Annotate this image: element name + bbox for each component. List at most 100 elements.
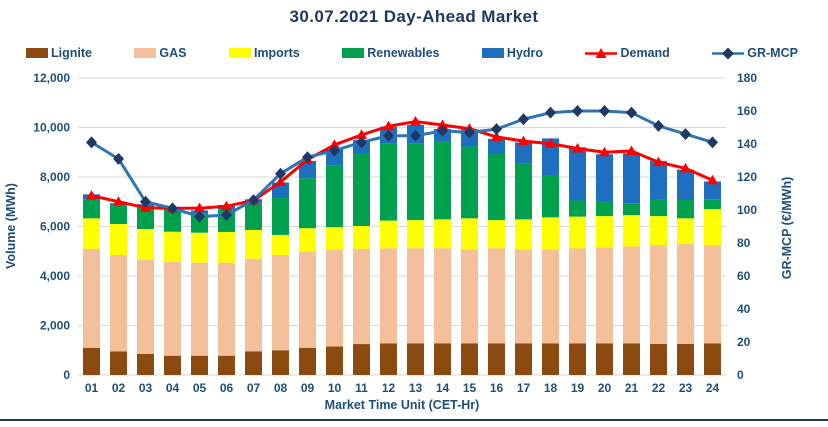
bar-segment-renewables (380, 143, 397, 221)
legend-item-lignite: Lignite (26, 46, 92, 60)
bar-segment-lignite (488, 343, 505, 375)
demand-marker (491, 131, 502, 141)
bar-segment-lignite (110, 351, 127, 375)
x-tick: 23 (679, 381, 693, 395)
legend-item-renewables: Renewables (342, 46, 439, 60)
legend-label: GR-MCP (747, 46, 798, 60)
bar-segment-hydro (623, 153, 640, 204)
gr-mcp-line (90, 109, 713, 219)
gr-mcp-marker (86, 136, 97, 149)
bar-segment-lignite (677, 343, 694, 375)
bar-segment-imports (569, 216, 586, 249)
gr-mcp-marker (464, 126, 475, 139)
bar-segment-lignite (326, 346, 343, 375)
bar-segment-renewables (326, 165, 343, 228)
y-left-tick: 8,000 (40, 170, 70, 184)
bar-segment-renewables (353, 152, 370, 227)
hydro-swatch-icon (481, 48, 504, 58)
bar-segment-imports (83, 218, 100, 249)
bar-segment-lignite (596, 343, 613, 375)
gr-mcp-marker (140, 195, 151, 208)
bar-segment-imports (515, 219, 532, 250)
bar-segment-renewables (488, 153, 505, 221)
x-axis-title: Market Time Unit (CET-Hr) (325, 398, 480, 412)
x-tick: 06 (220, 381, 234, 395)
demand-marker (680, 162, 691, 173)
bar-segment-lignite (272, 350, 289, 375)
bar-segment-gas (488, 248, 505, 344)
bar-segment-imports (623, 215, 640, 247)
gr-mcp-marker (275, 167, 286, 180)
bar-segment-lignite (623, 343, 640, 375)
bar-segment-gas (326, 249, 343, 347)
gr-mcp-marker (248, 194, 259, 207)
bar-segment-hydro (515, 142, 532, 164)
gr-mcp-line-icon (712, 47, 745, 59)
bar-segment-renewables (461, 146, 478, 219)
bar-segment-renewables (272, 198, 289, 235)
demand-marker (410, 116, 421, 126)
gr-mcp-marker (518, 113, 529, 126)
axis-ticks: 02,0004,0006,0008,00010,00012,0000204060… (33, 71, 757, 395)
demand-marker (572, 143, 583, 153)
lignite-swatch-icon (26, 48, 48, 58)
y-right-tick: 180 (737, 71, 757, 85)
bar-segment-imports (677, 218, 694, 245)
gr-mcp-marker (113, 152, 124, 165)
bar-segment-renewables (245, 203, 262, 230)
bar-segment-renewables (110, 205, 127, 225)
bar-segment-gas (218, 262, 235, 356)
gr-mcp-marker (302, 151, 313, 164)
bar-segment-renewables (623, 203, 640, 216)
bar-segment-lignite (434, 343, 451, 375)
gr-mcp-marker (437, 124, 448, 137)
bar-segment-gas (83, 248, 100, 348)
y-left-tick: 10,000 (33, 121, 70, 135)
legend-label: Hydro (506, 46, 544, 60)
gr-mcp-marker (572, 105, 583, 117)
gr-mcp-marker (221, 208, 232, 221)
bar-segment-imports (542, 217, 559, 250)
bar-segment-imports (191, 232, 208, 263)
gr-mcp-marker (707, 136, 718, 149)
demand-marker (86, 190, 97, 200)
bar-segment-imports (272, 234, 289, 255)
legend-item-imports: Imports (228, 46, 300, 60)
chart-title: 30.07.2021 Day-Ahead Market (289, 7, 539, 26)
legend-item-gr-mcp: GR-MCP (712, 46, 798, 60)
bar-segment-gas (407, 248, 424, 344)
bar-segment-imports (110, 224, 127, 255)
bar-segment-hydro (569, 147, 586, 201)
bar-segment-hydro (677, 169, 694, 201)
bar-segment-renewables (596, 201, 613, 217)
bar-segment-imports (299, 228, 316, 252)
x-tick: 02 (112, 381, 126, 395)
x-tick: 14 (436, 381, 450, 395)
y-right-tick: 140 (737, 137, 757, 151)
bar-segment-lignite (299, 347, 316, 375)
x-tick: 21 (625, 381, 639, 395)
y-right-tick: 160 (737, 104, 757, 118)
x-tick: 10 (328, 381, 342, 395)
bar-segment-lignite (542, 343, 559, 375)
demand-marker (383, 120, 394, 131)
bar-segment-imports (461, 218, 478, 250)
bar-segment-imports (164, 231, 181, 262)
bar-segment-lignite (191, 355, 208, 375)
bar-segment-imports (380, 220, 397, 249)
bar-segment-imports (326, 227, 343, 250)
bar-segment-imports (488, 220, 505, 249)
demand-marker (599, 146, 610, 157)
x-tick: 20 (598, 381, 612, 395)
demand-marker (113, 196, 124, 206)
gas-swatch-icon (134, 48, 157, 58)
y-right-tick: 80 (737, 236, 751, 250)
legend-label: Imports (253, 46, 300, 60)
bar-segment-lignite (164, 355, 181, 375)
bar-segment-renewables (650, 199, 667, 217)
bar-segment-renewables (677, 200, 694, 219)
bar-segment-hydro (650, 160, 667, 200)
x-tick: 13 (409, 381, 423, 395)
demand-marker (545, 138, 556, 148)
